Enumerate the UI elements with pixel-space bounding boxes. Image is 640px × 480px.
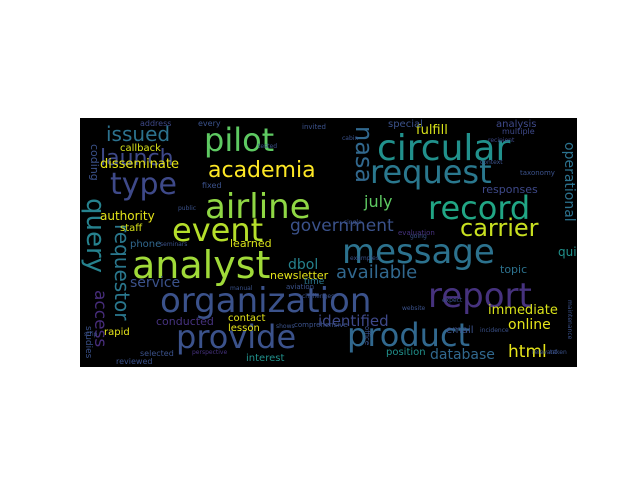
word: quick: [558, 245, 577, 259]
word: provide: [176, 318, 297, 356]
word: type: [110, 167, 178, 202]
word: context: [480, 159, 503, 166]
word: website: [402, 305, 426, 312]
word: conducted: [156, 315, 214, 328]
word: carrier: [460, 214, 539, 242]
word: academia: [208, 158, 316, 183]
word: authority: [100, 209, 155, 223]
word: launch: [100, 146, 174, 171]
word: learned: [230, 237, 272, 250]
word: reviewed: [116, 357, 153, 366]
word: coding: [88, 144, 101, 181]
word: lesson: [228, 323, 260, 334]
word: address: [140, 119, 172, 128]
word: report: [428, 276, 532, 316]
word: email: [446, 325, 474, 336]
word: tested: [258, 143, 278, 150]
word: cabin: [342, 135, 359, 142]
word: multiple: [502, 127, 535, 136]
word: perspective: [192, 349, 228, 356]
word: interest: [246, 353, 285, 364]
word: maintenance: [566, 300, 573, 340]
word: relevant: [532, 349, 557, 356]
word: fulfill: [416, 123, 448, 138]
word: evaluation: [398, 229, 435, 237]
word: contact: [228, 313, 266, 324]
word: special: [388, 119, 423, 130]
word: analysis: [496, 119, 537, 130]
word: public: [178, 205, 197, 212]
word: time: [304, 277, 325, 287]
word: shows: [276, 323, 295, 330]
word: access: [90, 290, 110, 348]
word: requestor: [110, 224, 134, 321]
word: challenges: [302, 293, 335, 300]
word: available: [336, 262, 418, 283]
word: responses: [482, 183, 538, 196]
word: online: [508, 317, 551, 333]
word: comprehensive: [294, 321, 348, 329]
word: product: [347, 316, 471, 354]
word: operational: [561, 142, 577, 222]
word: going: [410, 233, 427, 240]
word: strip: [84, 331, 98, 338]
word: html: [508, 342, 547, 362]
word-cloud: organization analyst airline message pro…: [80, 118, 577, 367]
word: aviation: [286, 283, 315, 291]
word: manual: [230, 285, 253, 292]
word: seminars: [160, 241, 188, 248]
word: position: [386, 347, 426, 358]
word: invited: [302, 123, 326, 131]
word: analyst: [132, 243, 271, 287]
word: organization: [160, 281, 372, 321]
word: topic: [500, 263, 528, 276]
word: recipient: [488, 137, 515, 144]
word: dbol: [288, 257, 319, 273]
word: fixed: [202, 181, 222, 190]
word: selected: [140, 349, 174, 358]
word: newsletter: [270, 269, 329, 282]
word: issued: [106, 122, 171, 146]
word: record: [428, 189, 531, 227]
word: circular: [377, 128, 511, 169]
word: callback: [120, 143, 161, 154]
word: taken: [550, 349, 567, 356]
word: rapid: [104, 327, 130, 338]
word: examples: [350, 255, 379, 262]
word: government: [290, 216, 394, 236]
word: disseminate: [100, 157, 179, 172]
word: staff: [120, 223, 143, 234]
word: pilot: [204, 121, 275, 159]
word: identified: [318, 312, 389, 330]
word: immediate: [488, 303, 558, 318]
word: phone: [130, 239, 162, 250]
word: event: [172, 211, 264, 249]
word: july: [364, 192, 393, 211]
word: request: [370, 153, 492, 191]
word: message: [342, 232, 495, 272]
word: taxonomy: [520, 169, 555, 177]
word: single: [344, 219, 362, 226]
word: every: [198, 119, 221, 128]
word: database: [430, 347, 495, 363]
word: service: [130, 275, 181, 291]
word: airline: [205, 187, 311, 227]
word: expect: [442, 297, 463, 304]
word: incidence: [480, 327, 509, 334]
